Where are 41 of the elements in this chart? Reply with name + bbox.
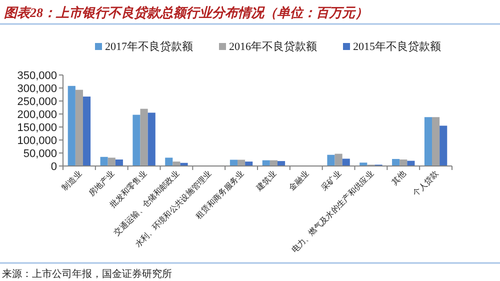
legend-label: 2017年不良贷款额	[105, 40, 193, 53]
x-tick-label: 其他	[390, 169, 408, 187]
y-tick-label: 100,000	[17, 135, 57, 147]
bar	[115, 160, 123, 166]
bar	[277, 161, 286, 166]
bar	[132, 114, 140, 166]
x-tick-label: 金融业	[287, 169, 311, 192]
bar	[400, 160, 408, 166]
x-tick-label: 制造业	[60, 169, 84, 192]
bar	[148, 112, 156, 166]
bar	[342, 158, 350, 166]
bar	[334, 154, 342, 166]
y-tick-label: 0	[50, 161, 57, 173]
y-tick-label: 50,000	[23, 148, 57, 160]
bar	[245, 162, 253, 166]
legend-label: 2016年不良贷款额	[229, 40, 317, 53]
bar	[432, 117, 440, 166]
y-tick-label: 150,000	[17, 122, 57, 134]
bar	[75, 90, 83, 166]
y-tick-label: 300,000	[17, 83, 57, 95]
bar	[108, 158, 116, 166]
bar	[82, 96, 91, 166]
bar	[140, 108, 148, 166]
bar	[172, 162, 180, 166]
bar	[327, 154, 335, 166]
y-tick-label: 350,000	[17, 70, 57, 82]
y-tick-label: 250,000	[17, 96, 57, 108]
bar	[392, 158, 400, 166]
chart-title: 图表28：上市银行不良贷款总额行业分布情况（单位：百万元）	[4, 5, 368, 20]
bar	[440, 126, 448, 166]
bar	[424, 117, 432, 166]
x-tick-label: 建筑业	[254, 169, 278, 194]
bar	[68, 86, 76, 166]
x-tick-label: 房地产业	[87, 169, 116, 198]
bar	[165, 158, 173, 166]
x-tick-label: 采矿业	[320, 169, 343, 192]
y-tick-label: 200,000	[17, 109, 57, 121]
source-note: 来源：上市公司年报，国金证券研究所	[2, 268, 172, 280]
x-tick-label: 个人贷款	[411, 169, 440, 198]
legend-label: 2015年不良贷款额	[353, 40, 441, 53]
bar	[100, 156, 108, 166]
